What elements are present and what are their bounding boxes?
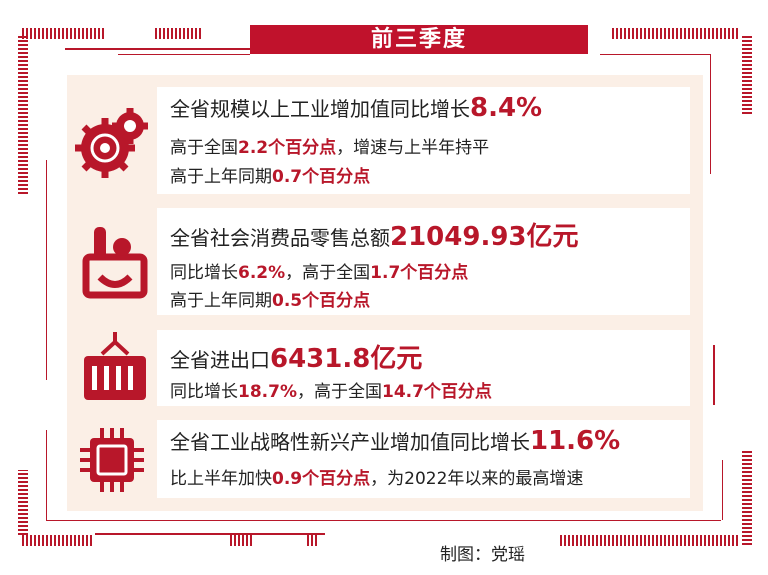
shopping-basket-icon [82,227,148,299]
frame-stripe [230,535,252,546]
highlight-value: 0.9个百分点 [272,469,371,489]
shipping-container-icon [84,332,146,400]
frame-stripe [742,450,752,545]
frame-stripe [18,470,28,535]
frame-line [713,345,715,405]
highlight-value: 1.7个百分点 [370,263,469,283]
frame-stripe [155,28,203,39]
highlight-value: 11.6% [530,426,621,456]
text-segment: 同比增长 [170,263,238,283]
line: 高于全国2.2个百分点，增速与上半年持平 [170,133,489,158]
stat-card-emerging-industry: 全省工业战略性新兴产业增加值同比增长11.6% 比上半年加快0.9个百分点，为2… [157,420,690,498]
text-segment: ，增速与上半年持平 [336,138,490,158]
frame-line [65,48,250,50]
stat-card-trade: 全省进出口6431.8亿元 同比增长18.7%，高于全国14.7个百分点 [157,330,690,406]
highlight-value: 2.2个百分点 [238,138,337,158]
highlight-value: 8.4% [470,93,543,123]
line: 全省工业战略性新兴产业增加值同比增长11.6% [170,426,620,456]
credit-text: 制图：党瑶 [440,545,525,565]
frame-stripe [22,535,92,546]
frame-stripe [612,28,740,39]
gears-icon [75,108,148,178]
text-segment: 同比增长 [170,382,238,402]
line: 同比增长6.2%，高于全国1.7个百分点 [170,258,468,283]
text-segment: 高于全国 [170,138,238,158]
text-segment: 高于上年同期 [170,167,272,187]
line: 高于上年同期0.5个百分点 [170,286,370,311]
highlight-value: 0.5个百分点 [272,291,371,311]
text-segment: 全省进出口 [170,348,270,372]
frame-line [46,430,47,520]
line: 全省社会消费品零售总额21049.93亿元 [170,216,579,253]
highlight-value: 21049.93亿元 [390,222,579,252]
text-segment: ，高于全国 [285,263,371,283]
text-segment: ，高于全国 [296,382,382,402]
text-segment: 全省工业战略性新兴产业增加值同比增长 [170,430,530,454]
highlight-value: 6.2% [238,263,286,283]
highlight-value: 18.7% [238,382,297,402]
line: 高于上年同期0.7个百分点 [170,162,370,187]
frame-line [600,54,710,55]
highlight-value: 0.7个百分点 [272,167,371,187]
stat-card-retail: 全省社会消费品零售总额21049.93亿元 同比增长6.2%，高于全国1.7个百… [157,208,690,315]
line: 全省规模以上工业增加值同比增长8.4% [170,93,542,123]
frame-line [95,533,325,535]
text-segment: 比上半年加快 [170,469,272,489]
stat-card-industry: 全省规模以上工业增加值同比增长8.4% 高于全国2.2个百分点，增速与上半年持平… [157,87,690,194]
highlight-value: 6431.8亿元 [270,344,423,374]
text-segment: 全省规模以上工业增加值同比增长 [170,97,470,121]
frame-stripe [18,34,28,194]
chip-icon [80,428,144,492]
frame-stripe [560,535,740,546]
frame-line [118,54,250,55]
section-title: 前三季度 [250,25,588,54]
frame-stripe [307,535,319,546]
line: 比上半年加快0.9个百分点，为2022年以来的最高增速 [170,464,583,489]
frame-line [46,160,47,380]
line: 全省进出口6431.8亿元 [170,338,422,375]
frame-line [46,520,721,521]
line: 同比增长18.7%，高于全国14.7个百分点 [170,377,492,402]
text-segment: ，为2022年以来的最高增速 [370,469,584,489]
frame-stripe [22,28,104,39]
frame-stripe [742,34,752,114]
frame-line [722,460,723,520]
frame-line [710,54,711,174]
highlight-value: 14.7个百分点 [381,382,492,402]
text-segment: 全省社会消费品零售总额 [170,226,390,250]
text-segment: 高于上年同期 [170,291,272,311]
